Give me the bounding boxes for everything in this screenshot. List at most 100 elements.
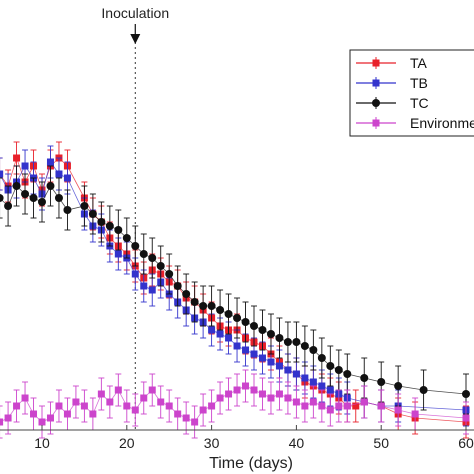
data-point [165,270,174,278]
data-point [300,342,309,350]
x-tick-label: 20 [119,435,135,451]
data-point [242,346,250,354]
legend-label: TA [410,55,428,71]
data-point [284,394,292,402]
data-point [242,382,250,390]
data-point [80,202,89,210]
legend-item-ta: TA [356,55,428,71]
data-point [182,290,191,298]
data-point [309,378,317,386]
data-point [225,334,233,342]
data-point [199,302,208,310]
data-point [148,286,156,294]
data-point [275,334,284,342]
data-point [301,374,309,382]
data-point [250,350,258,358]
legend-label: TB [410,75,428,91]
data-point [326,386,334,394]
data-point [292,398,300,406]
data-point [334,366,343,374]
legend-swatch-marker [372,99,380,107]
data-point [12,182,21,190]
data-point [309,398,317,406]
data-point [284,366,292,374]
data-point [131,406,139,414]
data-point [157,398,165,406]
data-point [224,310,233,318]
data-point [21,162,29,170]
data-point [21,394,29,402]
x-axis-label: Time (days) [209,455,293,472]
data-point [63,174,71,182]
data-point [114,250,122,258]
data-point [233,342,241,350]
data-point [114,226,123,234]
data-point [63,410,71,418]
legend-swatch-marker [372,119,380,127]
data-point [55,170,63,178]
data-point [4,202,13,210]
inoculation-label: Inoculation [101,5,169,21]
data-point [123,402,131,410]
data-point [131,242,140,250]
x-tick-label: 60 [458,435,474,451]
legend: TA TB TC Environment [349,49,474,137]
data-point [173,282,182,290]
legend-label: Environment [410,115,474,131]
data-point [283,338,292,346]
data-point [292,370,300,378]
data-point [46,158,54,166]
legend-swatch-marker [372,59,380,67]
x-tick-label: 40 [289,435,305,451]
data-point [343,402,351,410]
data-point [208,326,216,334]
data-point [462,414,470,422]
data-point [326,406,334,414]
data-point [208,402,216,410]
series-line-ta [0,156,467,423]
data-point [46,414,54,422]
data-point [72,398,80,406]
data-point [165,402,173,410]
data-point [191,418,199,426]
data-point [30,410,38,418]
data-point [267,358,275,366]
plot-area: Inoculation [0,5,470,439]
data-point [38,418,46,426]
x-tick-label: 10 [34,435,50,451]
data-point [462,390,470,398]
data-point [309,346,318,354]
data-point [301,402,309,410]
data-point [343,370,352,378]
data-point [250,386,258,394]
data-point [190,298,199,306]
data-point [156,262,165,270]
data-point [55,402,63,410]
data-point [207,302,216,310]
data-point [377,402,385,410]
legend-swatch-marker [372,79,380,87]
data-point [114,386,122,394]
data-point [250,322,258,330]
data-point [377,378,386,386]
data-point [241,318,250,326]
data-point [97,218,106,226]
x-axis: 10 20 30 40 50 60 Time (days) [0,425,474,472]
legend-item-tc: TC [356,95,429,111]
data-point [275,362,283,370]
data-point [80,402,88,410]
data-point [360,374,369,382]
data-point [275,390,283,398]
series-environment [0,369,470,439]
data-point [266,330,275,338]
series-line-environment [0,385,467,423]
data-point [258,326,267,334]
data-point [258,390,266,398]
data-point [13,154,21,162]
data-point [4,414,12,422]
data-point [97,390,105,398]
data-point [292,338,301,346]
series-tc [0,165,470,415]
data-point [140,394,148,402]
data-point [0,170,4,178]
